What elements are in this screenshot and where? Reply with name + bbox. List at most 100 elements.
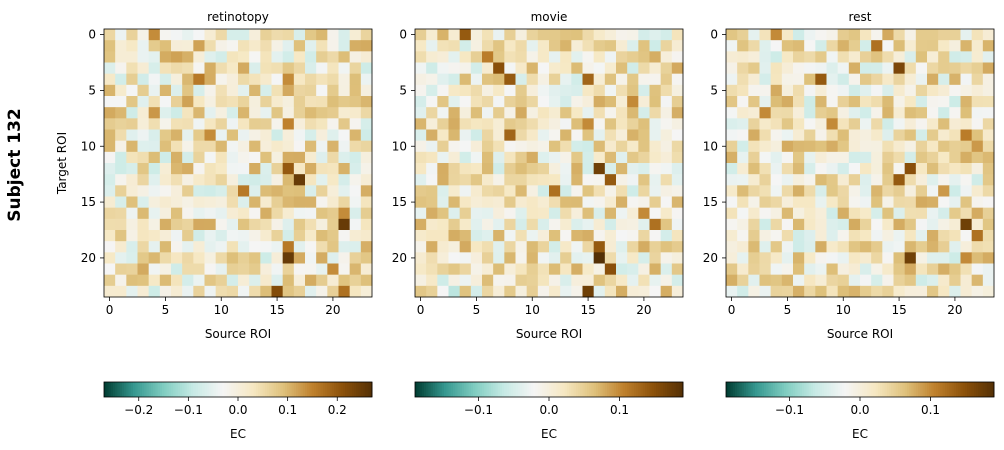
colorbar-segment xyxy=(853,382,856,397)
heatmap-cell xyxy=(282,140,295,153)
heatmap-cell xyxy=(759,252,772,264)
heatmap-cell xyxy=(582,51,595,63)
heatmap-cell xyxy=(193,140,205,153)
heatmap-cell xyxy=(560,84,572,97)
colorbar-segment xyxy=(177,382,181,397)
heatmap-cell xyxy=(305,230,317,242)
heatmap-cell xyxy=(871,163,883,175)
heatmap-cell xyxy=(182,29,194,41)
heatmap-cell xyxy=(649,196,662,209)
heatmap-cell xyxy=(804,40,816,52)
heatmap-cell xyxy=(204,129,217,142)
colorbar-segment xyxy=(235,382,239,397)
heatmap-cell xyxy=(726,252,738,264)
colorbar-segment xyxy=(947,382,950,397)
heatmap-cell xyxy=(171,40,183,52)
heatmap-cell xyxy=(848,241,861,253)
heatmap-cell xyxy=(848,185,861,197)
heatmap-cell xyxy=(282,73,295,86)
heatmap-cell xyxy=(781,207,794,220)
colorbar-segment xyxy=(184,382,188,397)
heatmap-cell xyxy=(826,129,839,142)
heatmap-cell xyxy=(215,185,228,197)
heatmap-cell xyxy=(171,174,183,186)
colorbar-segment xyxy=(204,382,208,397)
heatmap-cell xyxy=(305,107,317,119)
colorbar-segment xyxy=(868,382,872,397)
heatmap-cell xyxy=(726,151,738,164)
heatmap-cell xyxy=(437,196,449,209)
colorbar-segment xyxy=(446,382,449,397)
colorbar-segment xyxy=(280,382,284,397)
heatmap-cell xyxy=(882,118,894,130)
heatmap-cell xyxy=(982,274,995,287)
heatmap-cell xyxy=(338,62,351,75)
heatmap-cell xyxy=(360,163,373,175)
heatmap-cell xyxy=(305,29,317,41)
heatmap-cell xyxy=(470,29,483,41)
heatmap-cell xyxy=(627,285,639,298)
heatmap-cell xyxy=(893,140,906,153)
heatmap-cell xyxy=(726,174,738,186)
heatmap-cell xyxy=(748,29,760,41)
heatmap-cell xyxy=(493,107,505,119)
heatmap-cell xyxy=(560,285,572,298)
heatmap-cell xyxy=(770,151,783,164)
colorbar-segment xyxy=(889,382,892,397)
heatmap-cell xyxy=(271,163,284,175)
heatmap-cell xyxy=(649,73,662,86)
colorbar-segment xyxy=(490,382,494,397)
heatmap-cell xyxy=(671,196,684,209)
heatmap-cell xyxy=(282,29,295,41)
heatmap-cell xyxy=(182,252,194,264)
heatmap-cell xyxy=(126,196,138,209)
heatmap-cell xyxy=(115,252,127,264)
heatmap-cell xyxy=(316,163,328,175)
heatmap-cell xyxy=(271,129,284,142)
heatmap-cell xyxy=(360,274,373,287)
heatmap-cell xyxy=(982,129,995,142)
heatmap-cell xyxy=(781,263,794,276)
x-tick-label: 10 xyxy=(214,303,229,317)
heatmap-cell xyxy=(915,40,928,52)
heatmap-cell xyxy=(871,285,883,298)
heatmap-cell xyxy=(571,29,583,41)
heatmap-cell xyxy=(927,29,939,41)
heatmap-cell xyxy=(226,274,239,287)
heatmap-cell xyxy=(226,151,239,164)
heatmap-cell xyxy=(282,230,295,242)
colorbar-segment xyxy=(320,382,324,397)
colorbar-segment xyxy=(813,382,816,397)
heatmap-cell xyxy=(148,129,161,142)
heatmap-cell xyxy=(826,107,839,119)
heatmap-cell xyxy=(426,285,438,298)
heatmap-cell xyxy=(204,174,217,186)
heatmap-cell xyxy=(327,230,339,242)
heatmap-cell xyxy=(781,252,794,264)
heatmap-cell xyxy=(882,29,894,41)
colorbar-segment xyxy=(244,382,248,397)
y-tick-label: 5 xyxy=(710,83,718,97)
heatmap-cell xyxy=(871,174,883,186)
heatmap-cell xyxy=(826,73,839,86)
heatmap-cell xyxy=(238,185,250,197)
heatmap-cell xyxy=(737,218,749,231)
heatmap-cell xyxy=(526,263,539,276)
heatmap-cell xyxy=(737,274,749,287)
heatmap-cell xyxy=(904,241,917,253)
colorbar-segment xyxy=(902,382,906,397)
heatmap-cell xyxy=(726,62,738,75)
heatmap-cell xyxy=(748,51,760,63)
heatmap-cell xyxy=(226,51,239,63)
heatmap-cell xyxy=(349,218,362,231)
heatmap-cell xyxy=(582,62,595,75)
heatmap-cell xyxy=(104,163,116,175)
heatmap-cell xyxy=(960,40,973,52)
heatmap-cell xyxy=(971,51,984,63)
colorbar-segment xyxy=(604,382,608,397)
colorbar-segment xyxy=(128,382,132,397)
heatmap-cell xyxy=(282,285,295,298)
heatmap-cell xyxy=(748,241,760,253)
heatmap-cell xyxy=(638,129,650,142)
colorbar-segment xyxy=(524,382,528,397)
